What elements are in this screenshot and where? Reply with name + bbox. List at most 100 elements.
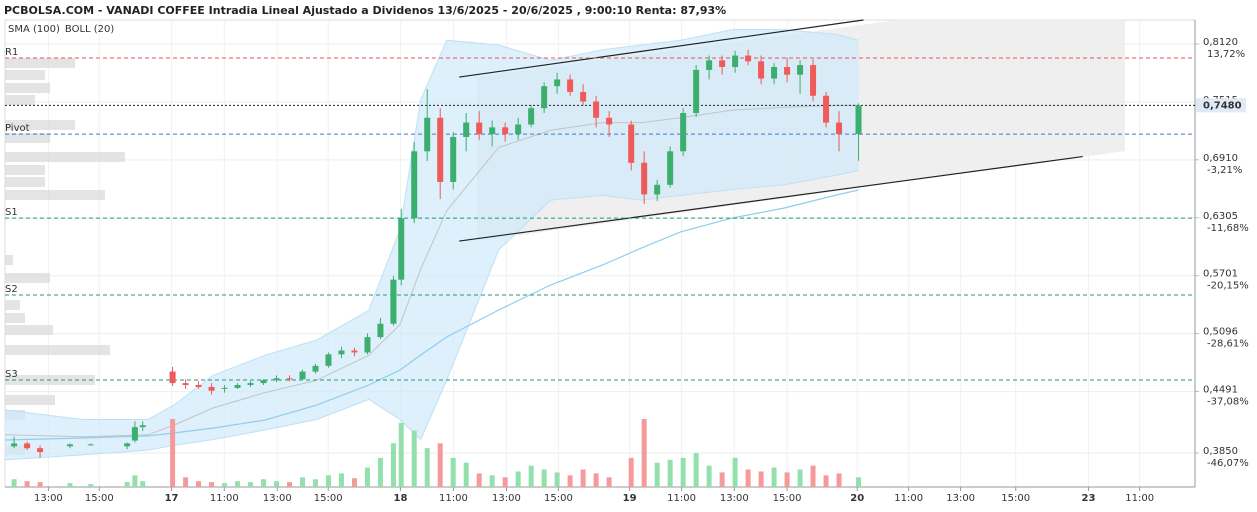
volume-bar: [11, 479, 17, 487]
volume-bar: [377, 457, 383, 487]
candle-body: [169, 371, 176, 384]
volume-bar: [515, 471, 521, 487]
volume-profile-bar: [5, 151, 125, 162]
candle-body: [139, 425, 146, 428]
volume-bar: [856, 477, 862, 487]
volume-profile-bar: [5, 83, 50, 94]
candle-body: [247, 383, 254, 385]
candle-body: [182, 383, 189, 385]
y-tick-label: 0,6305: [1203, 211, 1238, 222]
volume-profile-bar: [5, 300, 20, 311]
volume-bar: [88, 484, 94, 487]
volume-bar: [261, 479, 267, 487]
candle-body: [515, 124, 522, 135]
y2-tick-label: -20,15%: [1207, 281, 1249, 292]
candle-body: [260, 380, 267, 384]
volume-bar: [338, 473, 344, 487]
candle-body: [286, 378, 293, 380]
volume-profile-bar: [5, 345, 110, 356]
y-tick-label: 0,8120: [1203, 37, 1238, 48]
volume-profile-bar: [5, 395, 55, 406]
x-tick-label: 18: [393, 493, 407, 504]
candle-body: [706, 60, 713, 70]
candle-body: [437, 117, 444, 182]
level-label: S2: [5, 284, 18, 295]
volume-bar: [680, 457, 686, 487]
candle-body: [87, 444, 94, 446]
x-tick-label: 13:00: [720, 493, 749, 504]
y2-tick-label: -11,68%: [1207, 223, 1249, 234]
candle-body: [745, 55, 752, 62]
volume-bar: [745, 469, 751, 487]
candle-body: [580, 91, 587, 102]
volume-bar: [593, 473, 599, 487]
candle-body: [325, 354, 332, 366]
volume-bar: [606, 477, 612, 487]
volume-bar: [693, 453, 699, 487]
volume-bar: [580, 469, 586, 487]
candle-body: [667, 151, 674, 185]
candle-body: [719, 60, 726, 68]
volume-profile-bar: [5, 273, 50, 284]
candle-body: [502, 127, 509, 135]
x-tick-label: 15:00: [773, 493, 802, 504]
volume-bar: [541, 469, 547, 487]
volume-bar: [67, 483, 73, 487]
candle-body: [351, 350, 358, 353]
volume-profile-bar: [5, 312, 25, 323]
x-tick-label: 13:00: [946, 493, 975, 504]
volume-bar: [502, 477, 508, 487]
last-price-tag: [1196, 98, 1246, 113]
x-tick-label: 15:00: [1001, 493, 1030, 504]
x-tick-label: 11:00: [1125, 493, 1154, 504]
volume-profile-bar: [5, 69, 45, 80]
volume-bar: [528, 465, 534, 487]
volume-bar: [364, 467, 370, 487]
x-tick-label: 13:00: [263, 493, 292, 504]
x-tick-label: 23: [1082, 493, 1096, 504]
candle-body: [131, 427, 138, 441]
volume-profile-bar: [5, 189, 105, 200]
volume-bar: [463, 462, 469, 487]
candle-body: [411, 151, 418, 219]
volume-bar: [784, 472, 790, 487]
level-label: R1: [5, 47, 18, 58]
volume-bar: [196, 481, 202, 487]
volume-bar: [235, 481, 241, 487]
y-tick-label: 0,3850: [1203, 446, 1238, 457]
candle-body: [797, 65, 804, 75]
volume-bar: [132, 475, 138, 487]
candle-body: [654, 184, 661, 195]
volume-bar: [170, 419, 176, 487]
x-tick-label: 20: [850, 493, 864, 504]
candle-body: [680, 112, 687, 152]
volume-bar: [719, 472, 725, 487]
x-tick-label: 15:00: [544, 493, 573, 504]
y2-tick-label: -3,21%: [1207, 165, 1242, 176]
volume-bar: [810, 465, 816, 487]
candle-body: [606, 117, 613, 125]
x-tick-label: 11:00: [210, 493, 239, 504]
legend-entry: SMA (100): [8, 24, 60, 35]
volume-profile-bar: [5, 164, 45, 175]
volume-profile-bar: [5, 255, 13, 266]
candle-body: [66, 444, 73, 447]
y2-tick-label: -46,07%: [1207, 458, 1249, 469]
volume-profile-bar: [5, 119, 75, 130]
candle-body: [364, 337, 371, 353]
candle-body: [732, 55, 739, 68]
candle-body: [541, 86, 548, 109]
volume-bar: [183, 477, 189, 487]
candle-body: [758, 61, 765, 79]
y-tick-label: 0,6910: [1203, 153, 1238, 164]
bollinger-upper: [4, 29, 859, 420]
volume-bar: [390, 443, 396, 487]
candle-body: [398, 218, 405, 280]
volume-bar: [554, 472, 560, 487]
volume-bar: [37, 482, 43, 487]
candle-body: [37, 448, 44, 453]
volume-bar: [489, 475, 495, 487]
y2-tick-label: -28,61%: [1207, 339, 1249, 350]
candle-body: [463, 122, 470, 137]
